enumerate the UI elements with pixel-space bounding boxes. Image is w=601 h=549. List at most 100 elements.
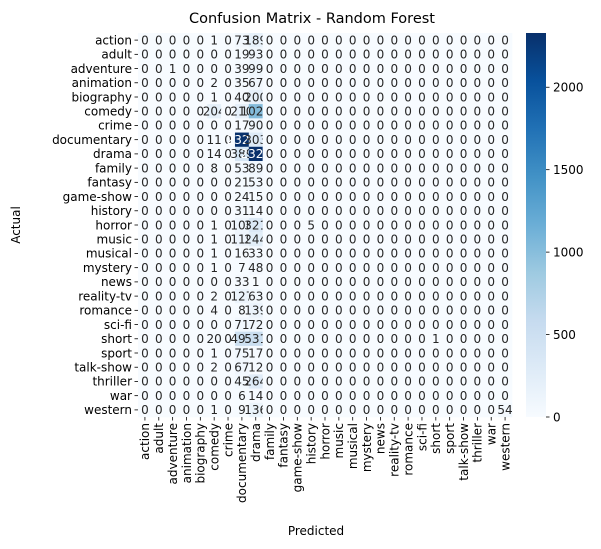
cell-value-label: 0 bbox=[377, 346, 385, 360]
heatmap-cell bbox=[234, 360, 250, 375]
heatmap-cell bbox=[165, 303, 180, 318]
cell-value-label: 0 bbox=[404, 346, 412, 360]
cell-value-label: 0 bbox=[390, 346, 398, 360]
cell-value-label: 0 bbox=[460, 33, 468, 47]
x-tick-label: fantasy bbox=[277, 423, 291, 468]
heatmap-cell bbox=[165, 203, 180, 219]
heatmap-cell bbox=[331, 61, 347, 76]
cell-value-label: 0 bbox=[266, 176, 274, 190]
x-tick-label: thriller bbox=[471, 423, 485, 463]
heatmap-cell bbox=[373, 246, 388, 261]
cell-value-label: 0 bbox=[501, 90, 509, 104]
cell-value-label: 0 bbox=[280, 119, 288, 133]
cell-value-label: 0 bbox=[293, 261, 301, 275]
cell-value-label: 14 bbox=[248, 204, 263, 218]
cell-value-label: 0 bbox=[321, 33, 329, 47]
cell-value-label: 31 bbox=[234, 204, 249, 218]
cell-value-label: 45 bbox=[234, 375, 249, 389]
cell-value-label: 0 bbox=[280, 204, 288, 218]
cell-value-label: 0 bbox=[141, 133, 149, 147]
heatmap-cell bbox=[207, 104, 222, 119]
heatmap-cell bbox=[193, 374, 208, 389]
heatmap-cell bbox=[373, 89, 388, 105]
cell-value-label: 0 bbox=[210, 119, 218, 133]
heatmap-cell bbox=[165, 217, 180, 233]
heatmap-cell bbox=[179, 61, 194, 76]
cell-value-label: 0 bbox=[197, 33, 205, 47]
heatmap-cell bbox=[373, 175, 388, 190]
heatmap-cell bbox=[276, 161, 291, 176]
cell-value-label: 0 bbox=[377, 375, 385, 389]
cell-value-label: 0 bbox=[280, 48, 288, 62]
heatmap-cell bbox=[401, 289, 416, 304]
heatmap-cell bbox=[331, 118, 347, 133]
cell-value-label: 0 bbox=[197, 76, 205, 90]
heatmap-cell bbox=[415, 189, 430, 204]
cell-value-label: 0 bbox=[307, 247, 315, 261]
cell-value-label: 0 bbox=[224, 62, 232, 76]
heatmap-cell bbox=[359, 331, 374, 347]
cell-value-label: 0 bbox=[487, 176, 495, 190]
cell-value-label: 0 bbox=[390, 318, 398, 332]
cell-value-label: 0 bbox=[404, 90, 412, 104]
heatmap-cell bbox=[387, 161, 402, 176]
colorbar-tick-label: 2000 bbox=[553, 81, 584, 95]
heatmap-cell bbox=[401, 402, 416, 418]
heatmap-cell bbox=[498, 345, 513, 361]
cell-value-label: 0 bbox=[210, 204, 218, 218]
heatmap-cell bbox=[262, 232, 277, 247]
heatmap-cell bbox=[234, 402, 250, 418]
cell-value-label: 0 bbox=[141, 247, 149, 261]
cell-value-label: 0 bbox=[321, 190, 329, 204]
heatmap-cell bbox=[345, 203, 360, 219]
heatmap-cell bbox=[498, 161, 513, 176]
heatmap-cell bbox=[193, 331, 208, 347]
cell-value-label: 0 bbox=[390, 105, 398, 119]
heatmap-cell bbox=[179, 274, 194, 290]
heatmap-cell bbox=[428, 374, 444, 389]
cell-value-label: 0 bbox=[487, 204, 495, 218]
heatmap-cell bbox=[304, 189, 319, 204]
heatmap-cell bbox=[359, 161, 374, 176]
heatmap-cell bbox=[262, 260, 277, 276]
cell-value-label: 0 bbox=[197, 218, 205, 232]
heatmap-cell bbox=[262, 89, 277, 105]
cell-value-label: 0 bbox=[266, 119, 274, 133]
cell-value-label: 0 bbox=[390, 289, 398, 303]
cell-value-label: 0 bbox=[169, 176, 177, 190]
cell-value-label: 0 bbox=[155, 346, 163, 360]
heatmap-cell bbox=[456, 345, 471, 361]
cell-value-label: 0 bbox=[474, 403, 482, 417]
heatmap-cell bbox=[165, 289, 180, 304]
cell-value-label: 0 bbox=[377, 332, 385, 346]
cell-value-label: 0 bbox=[460, 90, 468, 104]
cell-value-label: 0 bbox=[460, 62, 468, 76]
cell-value-label: 0 bbox=[197, 318, 205, 332]
heatmap-cell bbox=[484, 146, 499, 162]
y-tick-label: sci-fi bbox=[104, 318, 132, 332]
heatmap-cell bbox=[304, 374, 319, 389]
heatmap-cell bbox=[290, 61, 305, 76]
cell-value-label: 0 bbox=[321, 76, 329, 90]
cell-value-label: 0 bbox=[307, 190, 315, 204]
cell-value-label: 0 bbox=[321, 318, 329, 332]
cell-value-label: 0 bbox=[460, 375, 468, 389]
heatmap-cell bbox=[290, 317, 305, 332]
cell-value-label: 0 bbox=[474, 233, 482, 247]
x-tick-label: horror bbox=[318, 423, 332, 460]
heatmap-cell bbox=[248, 175, 263, 190]
cell-value-label: 0 bbox=[183, 62, 191, 76]
heatmap-cell bbox=[442, 317, 457, 332]
cell-value-label: 1 bbox=[210, 261, 218, 275]
cell-value-label: 0 bbox=[197, 361, 205, 375]
x-tick-label: short bbox=[429, 423, 443, 454]
cell-value-label: 0 bbox=[224, 332, 232, 346]
heatmap-cell bbox=[179, 146, 194, 162]
heatmap-cell bbox=[415, 161, 430, 176]
cell-value-label: 0 bbox=[321, 332, 329, 346]
y-tick-label: family bbox=[95, 161, 132, 175]
cell-value-label: 0 bbox=[293, 119, 301, 133]
heatmap-cell bbox=[193, 345, 208, 361]
heatmap-cell bbox=[221, 402, 236, 418]
heatmap-cell bbox=[318, 345, 333, 361]
